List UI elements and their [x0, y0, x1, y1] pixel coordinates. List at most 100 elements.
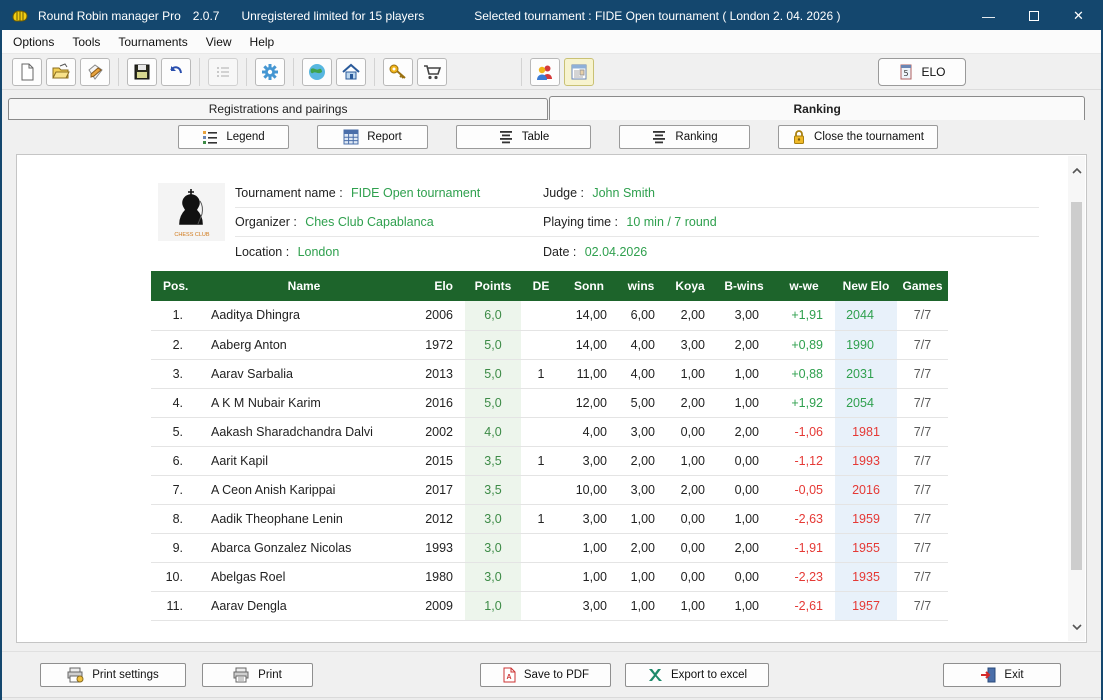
close-tournament-button[interactable]: Close the tournament: [778, 125, 938, 149]
report-button-label: Report: [367, 131, 402, 143]
table-row[interactable]: 6. Aarit Kapil 2015 3,5 1 3,00 2,00 1,00…: [151, 446, 948, 475]
cell-elo: 2002: [413, 417, 465, 446]
header-koya[interactable]: Koya: [665, 271, 715, 301]
table-row[interactable]: 10. Abelgas Roel 1980 3,0 1,00 1,00 0,00…: [151, 562, 948, 591]
minimize-button[interactable]: —: [966, 2, 1011, 30]
cell-wwe: -0,05: [773, 475, 835, 504]
print-settings-label: Print settings: [92, 669, 158, 681]
table-row[interactable]: 3. Aarav Sarbalia 2013 5,0 1 11,00 4,00 …: [151, 359, 948, 388]
date-value: 02.04.2026: [585, 245, 648, 259]
tab-registrations-and-pairings[interactable]: Registrations and pairings: [8, 98, 548, 120]
cell-games: 7/7: [897, 359, 948, 388]
legend-list-icon: [202, 129, 218, 145]
players-button[interactable]: [530, 58, 560, 86]
cell-name: Abelgas Roel: [195, 562, 413, 591]
table-lines-icon: [498, 130, 514, 144]
report-grid-icon: [343, 129, 359, 145]
toolbar: 5 ELO: [2, 54, 1101, 90]
table-row[interactable]: 8. Aadik Theophane Lenin 2012 3,0 1 3,00…: [151, 504, 948, 533]
tab-strip: Registrations and pairings Ranking: [8, 96, 1095, 120]
elo-button[interactable]: 5 ELO: [878, 58, 966, 86]
cell-elo: 1972: [413, 330, 465, 359]
header-wwe[interactable]: w-we: [773, 271, 835, 301]
scrollbar-thumb[interactable]: [1071, 202, 1082, 570]
cell-koya: 2,00: [665, 301, 715, 330]
buy-cart-button[interactable]: [417, 58, 447, 86]
header-newelo[interactable]: New Elo: [835, 271, 897, 301]
menu-tournaments[interactable]: Tournaments: [109, 30, 196, 53]
header-sonn[interactable]: Sonn: [561, 271, 617, 301]
report-button[interactable]: Report: [317, 125, 428, 149]
header-wins[interactable]: wins: [617, 271, 665, 301]
menu-options[interactable]: Options: [4, 30, 63, 53]
table-row[interactable]: 9. Abarca Gonzalez Nicolas 1993 3,0 1,00…: [151, 533, 948, 562]
table-row[interactable]: 5. Aakash Sharadchandra Dalvi 2002 4,0 4…: [151, 417, 948, 446]
header-games[interactable]: Games: [897, 271, 948, 301]
vertical-scrollbar[interactable]: [1068, 156, 1085, 641]
cell-points: 5,0: [465, 330, 521, 359]
print-settings-button[interactable]: Print settings: [40, 663, 186, 687]
menu-help[interactable]: Help: [241, 30, 284, 53]
toolbar-separator: [521, 58, 522, 86]
website-button[interactable]: [302, 58, 332, 86]
header-bwins[interactable]: B-wins: [715, 271, 773, 301]
open-folder-icon: [51, 62, 71, 82]
cell-bwins: 1,00: [715, 591, 773, 620]
edit-tournament-button[interactable]: [80, 58, 110, 86]
new-tournament-button[interactable]: [12, 58, 42, 86]
print-button[interactable]: Print: [202, 663, 313, 687]
cell-elo: 2015: [413, 446, 465, 475]
content-wrapper: CHESS CLUB Tournament name : FIDE Open t…: [2, 154, 1101, 643]
ranking-button[interactable]: Ranking: [619, 125, 750, 149]
header-name[interactable]: Name: [195, 271, 413, 301]
cell-sonn: 1,00: [561, 562, 617, 591]
scroll-up-icon[interactable]: [1068, 162, 1085, 179]
table-row[interactable]: 1. Aaditya Dhingra 2006 6,0 14,00 6,00 2…: [151, 301, 948, 330]
table-row[interactable]: 4. A K M Nubair Karim 2016 5,0 12,00 5,0…: [151, 388, 948, 417]
close-button[interactable]: ✕: [1056, 2, 1101, 30]
pdf-icon: A: [502, 667, 516, 683]
save-button[interactable]: [127, 58, 157, 86]
save-to-pdf-button[interactable]: A Save to PDF: [480, 663, 611, 687]
cell-wins: 6,00: [617, 301, 665, 330]
lock-icon: [792, 129, 806, 145]
cell-points: 4,0: [465, 417, 521, 446]
cell-wwe: +1,91: [773, 301, 835, 330]
export-to-excel-button[interactable]: Export to excel: [625, 663, 769, 687]
table-row[interactable]: 2. Aaberg Anton 1972 5,0 14,00 4,00 3,00…: [151, 330, 948, 359]
cell-wwe: -2,63: [773, 504, 835, 533]
ranking-panel: CHESS CLUB Tournament name : FIDE Open t…: [16, 154, 1087, 643]
cell-wins: 1,00: [617, 591, 665, 620]
cell-koya: 3,00: [665, 330, 715, 359]
table-button[interactable]: Table: [456, 125, 591, 149]
cell-de: 1: [521, 446, 561, 475]
open-tournament-button[interactable]: [46, 58, 76, 86]
cell-wwe: -2,61: [773, 591, 835, 620]
register-key-button[interactable]: [383, 58, 413, 86]
scroll-down-icon[interactable]: [1068, 618, 1085, 635]
header-points[interactable]: Points: [465, 271, 521, 301]
save-to-pdf-label: Save to PDF: [524, 669, 589, 681]
ranking-lines-icon: [651, 130, 667, 144]
exit-button[interactable]: Exit: [943, 663, 1061, 687]
cell-name: Aaditya Dhingra: [195, 301, 413, 330]
home-button[interactable]: [336, 58, 366, 86]
header-de[interactable]: DE: [521, 271, 561, 301]
header-pos[interactable]: Pos.: [151, 271, 195, 301]
menu-tools[interactable]: Tools: [63, 30, 109, 53]
tournament-card-button[interactable]: [564, 58, 594, 86]
table-row[interactable]: 11. Aarav Dengla 2009 1,0 3,00 1,00 1,00…: [151, 591, 948, 620]
cell-wins: 4,00: [617, 330, 665, 359]
settings-button[interactable]: [255, 58, 285, 86]
home-icon: [341, 62, 361, 82]
maximize-button[interactable]: [1011, 2, 1056, 30]
table-row[interactable]: 7. A Ceon Anish Karippai 2017 3,5 10,00 …: [151, 475, 948, 504]
tab-ranking[interactable]: Ranking: [549, 96, 1085, 120]
menu-view[interactable]: View: [197, 30, 241, 53]
header-elo[interactable]: Elo: [413, 271, 465, 301]
cell-pos: 5.: [151, 417, 195, 446]
undo-button[interactable]: [161, 58, 191, 86]
excel-icon: [647, 667, 663, 683]
legend-button[interactable]: Legend: [178, 125, 289, 149]
cell-sonn: 4,00: [561, 417, 617, 446]
